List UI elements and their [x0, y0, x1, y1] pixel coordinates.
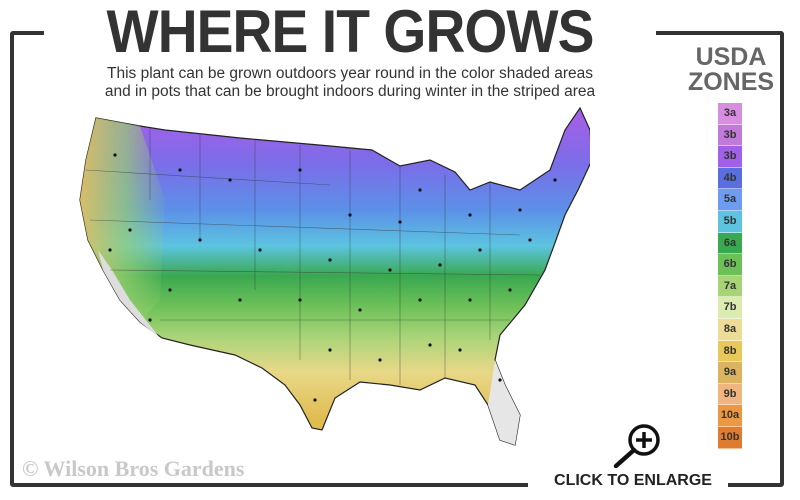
frame-gap [44, 20, 656, 40]
legend-zone-8a: 8a [718, 318, 742, 341]
city-dot [378, 358, 382, 362]
click-to-enlarge-button[interactable]: CLICK TO ENLARGE [554, 472, 712, 489]
zone-legend: 3a 3b 3b 4b 5a 5b 6a 6b 7a 7b 8a 8b 9a 9b 10a 10b [718, 103, 742, 449]
city-dot [358, 308, 362, 312]
city-dot [478, 248, 482, 252]
city-dot [508, 288, 512, 292]
city-dot [168, 288, 172, 292]
city-dot [238, 298, 242, 302]
subtitle-line: and in pots that can be brought indoors … [104, 83, 596, 100]
city-dot [458, 348, 462, 352]
city-dot [518, 208, 522, 212]
city-dot [428, 343, 432, 347]
copyright-watermark: © Wilson Bros Gardens [22, 456, 245, 481]
city-dot [498, 378, 502, 382]
legend-zone-6a: 6a [718, 232, 742, 255]
city-dot [228, 178, 232, 182]
city-dot [468, 298, 472, 302]
city-dot [128, 228, 132, 232]
city-dot [198, 238, 202, 242]
legend-zone-9a: 9a [718, 362, 742, 384]
city-dot [398, 220, 402, 224]
city-dot [113, 153, 117, 157]
city-dot [418, 298, 422, 302]
city-dot [298, 298, 302, 302]
page-title: WHERE IT GROWS [106, 0, 595, 65]
city-dot [328, 348, 332, 352]
city-dot [108, 248, 112, 252]
legend-zone-8b: 8b [718, 340, 742, 363]
legend-title-line: ZONES [687, 68, 775, 96]
legend-zone-4b: 4b [718, 167, 742, 190]
city-dot [313, 398, 317, 402]
city-dot [298, 168, 302, 172]
city-dot [388, 268, 392, 272]
city-dot [438, 263, 442, 267]
legend-zone-3b: 3b [718, 146, 742, 168]
city-dot [418, 188, 422, 192]
striped-area-florida [488, 360, 520, 445]
legend-title: USDA ZONES [676, 45, 786, 95]
legend-title-line: USDA [695, 43, 767, 71]
city-dot [148, 318, 152, 322]
city-dot [348, 213, 352, 217]
state-borders [85, 128, 541, 385]
city-dot [553, 178, 557, 182]
city-dot [328, 258, 332, 262]
legend-zone-10b: 10b [718, 426, 742, 449]
legend-zone-6b: 6b [718, 254, 742, 276]
city-dot [468, 213, 472, 217]
legend-zone-7a: 7a [718, 275, 742, 298]
zoom-in-icon[interactable] [608, 422, 664, 468]
legend-zone-3a: 3a [718, 103, 742, 125]
legend-zone-3b: 3b [718, 124, 742, 147]
subtitle: This plant can be grown outdoors year ro… [40, 65, 660, 101]
city-dot [258, 248, 262, 252]
city-dot [528, 238, 532, 242]
subtitle-line: This plant can be grown outdoors year ro… [107, 65, 593, 82]
legend-zone-10a: 10a [718, 405, 742, 427]
west-coast-zones [80, 118, 165, 322]
legend-zone-5a: 5a [718, 189, 742, 211]
frame-gap [528, 475, 728, 495]
us-zone-map[interactable] [60, 100, 590, 460]
legend-zone-7b: 7b [718, 297, 742, 319]
city-dots [108, 153, 557, 402]
legend-zone-5b: 5b [718, 210, 742, 233]
legend-zone-9b: 9b [718, 383, 742, 406]
city-dot [178, 168, 182, 172]
